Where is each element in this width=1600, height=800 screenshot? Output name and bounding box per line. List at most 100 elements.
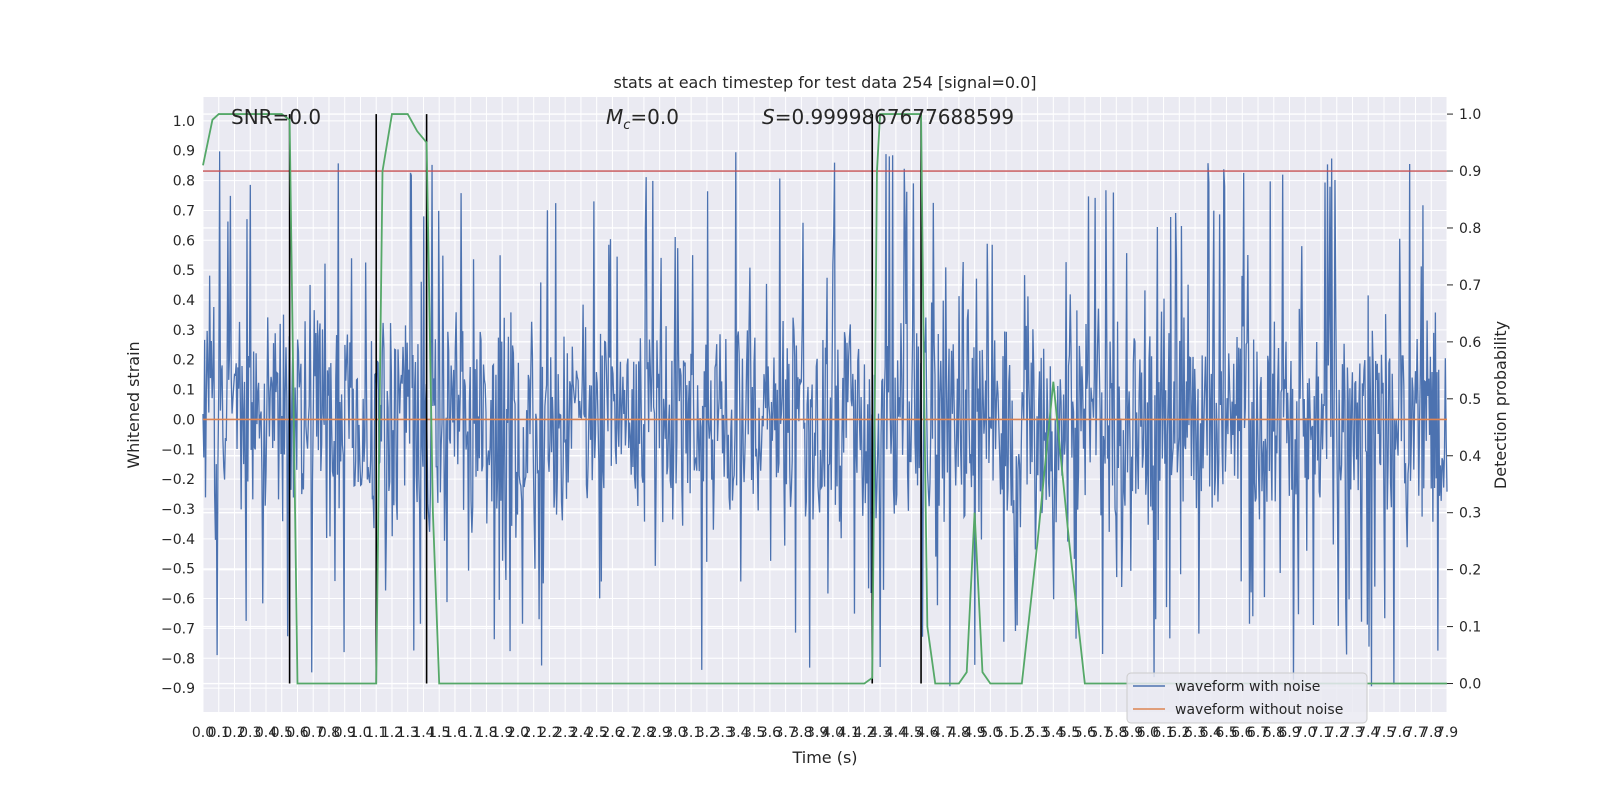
chart-title: stats at each timestep for test data 254… xyxy=(613,73,1036,92)
x-tick-label: 6.2 xyxy=(1168,725,1190,741)
y-tick-label: −0.1 xyxy=(161,442,195,458)
legend: waveform with noise waveform without noi… xyxy=(1126,672,1368,724)
x-tick-label: 3.8 xyxy=(790,725,812,741)
x-tick-label: 2.8 xyxy=(633,725,655,741)
x-tick-label: 6.4 xyxy=(1200,725,1222,741)
y-tick-label: 1.0 xyxy=(173,114,195,130)
x-tick-label: 2.6 xyxy=(601,725,623,741)
x-tick-label: 4.4 xyxy=(885,725,907,741)
x-tick-label: 2.2 xyxy=(538,725,560,741)
x-tick-label: 2.9 xyxy=(649,725,671,741)
x-tick-label: 7.4 xyxy=(1357,725,1379,741)
y2-tick-label: 0.1 xyxy=(1459,620,1481,636)
noise-series xyxy=(202,151,1448,687)
x-tick-label: 5.8 xyxy=(1105,725,1127,741)
x-tick-label: 5.5 xyxy=(1058,725,1080,741)
x-tick-label: 4.0 xyxy=(822,725,844,741)
y2-axis-label: Detection probability xyxy=(1491,321,1510,489)
x-tick-label: 1.4 xyxy=(412,725,434,741)
x-tick-label: 1.8 xyxy=(475,725,497,741)
x-tick-label: 2.5 xyxy=(586,725,608,741)
y2-tick-label: 0.5 xyxy=(1459,392,1481,408)
y-tick-label: 0.5 xyxy=(173,263,195,279)
x-tick-label: 1.7 xyxy=(460,725,482,741)
x-tick-label: 0.1 xyxy=(208,725,230,741)
x-tick-label: 1.6 xyxy=(444,725,466,741)
y-tick-label: −0.8 xyxy=(161,651,195,667)
x-tick-label: 5.3 xyxy=(1026,725,1048,741)
x-tick-label: 6.7 xyxy=(1247,725,1269,741)
x-tick-label: 3.6 xyxy=(759,725,781,741)
y-tick-label: −0.7 xyxy=(161,621,195,637)
y-tick-label: 0.6 xyxy=(173,233,195,249)
y2-tick-label: 0.4 xyxy=(1459,449,1481,465)
x-tick-label: 7.2 xyxy=(1326,725,1348,741)
y-tick-label: −0.6 xyxy=(161,592,195,608)
x-tick-label: 1.2 xyxy=(381,725,403,741)
x-tick-label: 7.1 xyxy=(1310,725,1332,741)
x-tick-label: 0.0 xyxy=(192,725,214,741)
x-tick-label: 0.3 xyxy=(239,725,261,741)
x-tick-label: 3.4 xyxy=(727,725,749,741)
x-tick-label: 5.4 xyxy=(1042,725,1064,741)
y-tick-label: 0.0 xyxy=(173,412,195,428)
legend-clean-label: waveform without noise xyxy=(1175,702,1343,718)
y-tick-label: 0.7 xyxy=(173,203,195,219)
x-tick-label: 5.2 xyxy=(1011,725,1033,741)
x-tick-label: 7.5 xyxy=(1373,725,1395,741)
tick-labels: 0.00.10.20.30.40.50.60.70.80.91.01.11.21… xyxy=(161,107,1481,741)
x-tick-label: 7.6 xyxy=(1389,725,1411,741)
y-tick-label: −0.9 xyxy=(161,681,195,697)
x-tick-label: 4.1 xyxy=(837,725,859,741)
y2-tick-label: 1.0 xyxy=(1459,107,1481,123)
x-tick-label: 4.3 xyxy=(869,725,891,741)
x-tick-label: 1.9 xyxy=(491,725,513,741)
snr-annotation: SNR=0.0 xyxy=(231,105,321,129)
x-tick-label: 5.0 xyxy=(979,725,1001,741)
legend-box xyxy=(1126,672,1368,724)
y-tick-label: 0.3 xyxy=(173,323,195,339)
x-tick-label: 7.9 xyxy=(1436,725,1458,741)
x-tick-label: 7.7 xyxy=(1404,725,1426,741)
x-tick-label: 5.6 xyxy=(1074,725,1096,741)
x-tick-label: 6.0 xyxy=(1137,725,1159,741)
x-tick-label: 0.8 xyxy=(318,725,340,741)
y2-tick-label: 0.7 xyxy=(1459,278,1481,294)
x-tick-label: 1.1 xyxy=(365,725,387,741)
y-tick-label: 0.2 xyxy=(173,353,195,369)
x-tick-label: 5.7 xyxy=(1089,725,1111,741)
x-tick-label: 3.1 xyxy=(680,725,702,741)
x-tick-label: 2.7 xyxy=(617,725,639,741)
noisy-waveform-line xyxy=(202,151,1448,687)
x-tick-label: 6.6 xyxy=(1231,725,1253,741)
y-tick-label: −0.4 xyxy=(161,532,195,548)
x-tick-label: 1.0 xyxy=(349,725,371,741)
x-tick-label: 4.5 xyxy=(900,725,922,741)
x-tick-label: 0.2 xyxy=(223,725,245,741)
y2-tick-label: 0.2 xyxy=(1459,563,1481,579)
x-tick-label: 4.2 xyxy=(853,725,875,741)
x-tick-label: 3.5 xyxy=(743,725,765,741)
x-tick-label: 7.0 xyxy=(1294,725,1316,741)
x-tick-label: 2.1 xyxy=(523,725,545,741)
x-tick-label: 3.9 xyxy=(806,725,828,741)
x-tick-label: 3.7 xyxy=(775,725,797,741)
chirp-mass-annotation: Mc=0.0 xyxy=(606,105,679,133)
x-tick-label: 4.9 xyxy=(963,725,985,741)
x-tick-label: 3.3 xyxy=(712,725,734,741)
y2-tick-label: 0.3 xyxy=(1459,506,1481,522)
detection-probability-line xyxy=(202,113,1447,685)
x-axis-label: Time (s) xyxy=(791,748,857,767)
x-tick-label: 4.7 xyxy=(932,725,954,741)
x-tick-label: 7.3 xyxy=(1341,725,1363,741)
x-tick-label: 5.1 xyxy=(995,725,1017,741)
x-tick-label: 0.7 xyxy=(302,725,324,741)
x-tick-label: 2.0 xyxy=(507,725,529,741)
x-tick-label: 4.6 xyxy=(916,725,938,741)
y-tick-label: 0.9 xyxy=(173,144,195,160)
x-tick-label: 1.5 xyxy=(428,725,450,741)
x-tick-label: 6.3 xyxy=(1184,725,1206,741)
y-tick-label: −0.5 xyxy=(161,562,195,578)
y-tick-label: 0.1 xyxy=(173,383,195,399)
